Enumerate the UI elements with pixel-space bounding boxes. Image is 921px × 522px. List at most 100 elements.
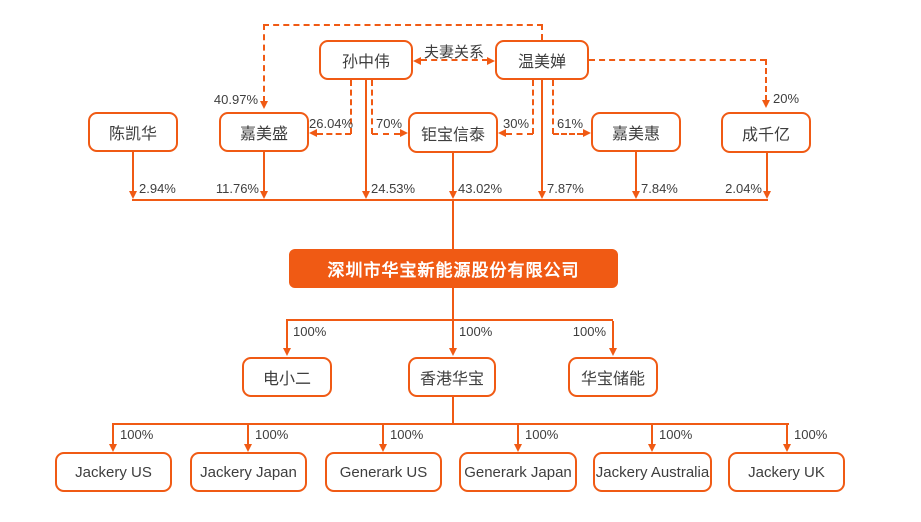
- stake-label-hk-jackery-australia: 100%: [659, 427, 693, 442]
- connector-wen-company: [541, 80, 543, 192]
- arrowhead-down-icon: [283, 348, 291, 356]
- node-hongkonghuabao: 香港华宝: [408, 357, 496, 397]
- connector-hk-jackery-us: [112, 425, 114, 445]
- arrowhead-down-icon: [379, 444, 387, 452]
- arrowhead-down-icon: [449, 191, 457, 199]
- node-jackery-uk: Jackery UK: [728, 452, 845, 492]
- connector-wen-jiameisheng-top: [263, 24, 543, 26]
- connector-chen-company: [132, 152, 134, 192]
- connector-wen-jubaoxintai-v: [532, 80, 534, 134]
- connector-hk-generark-japan: [517, 425, 519, 445]
- stake-label-chen-company: 2.94%: [139, 181, 176, 196]
- connector-jiameisheng-company: [263, 152, 265, 192]
- stake-label-wen-jiameihui: 61%: [556, 116, 584, 131]
- connector-chengqianyi-company: [766, 153, 768, 192]
- arrowhead-down-icon: [609, 348, 617, 356]
- arrowhead-down-icon: [449, 348, 457, 356]
- connector-hk-jackery-australia: [651, 425, 653, 445]
- node-jiameisheng: 嘉美盛: [219, 112, 309, 152]
- stake-label-company-dianxiaoer: 100%: [293, 324, 327, 339]
- arrowhead-down-icon: [362, 191, 370, 199]
- stem-hongkonghuabao-down: [452, 397, 454, 424]
- arrowhead-down-icon: [244, 444, 252, 452]
- arrowhead-left-icon: [309, 129, 317, 137]
- stake-label-hk-generark-japan: 100%: [525, 427, 559, 442]
- node-jackery-australia: Jackery Australia: [593, 452, 712, 492]
- connector-sun-jubaoxintai-v: [371, 80, 373, 134]
- node-chengqianyi: 成千亿: [721, 112, 811, 153]
- stake-label-hk-generark-us: 100%: [390, 427, 424, 442]
- arrowhead-left-icon: [498, 129, 506, 137]
- node-generark-us: Generark US: [325, 452, 442, 492]
- stake-label-sun-company: 24.53%: [371, 181, 416, 196]
- connector-wen-jiameihui-v: [552, 80, 554, 134]
- shareholder-bus-line: [132, 199, 768, 201]
- node-wen-meichan: 温美婵: [495, 40, 589, 80]
- arrowhead-right-icon: [400, 129, 408, 137]
- connector-wen-chengqianyi-drop: [765, 59, 767, 101]
- arrowhead-down-icon: [109, 444, 117, 452]
- stake-label-company-hongkonghuabao: 100%: [459, 324, 493, 339]
- connector-wen-jiameisheng-rise: [541, 24, 543, 40]
- connector-sun-company: [365, 80, 367, 192]
- node-sun-zhongwei: 孙中伟: [319, 40, 413, 80]
- connector-jubaoxintai-company: [452, 153, 454, 192]
- stake-label-hk-jackery-us: 100%: [120, 427, 154, 442]
- relationship-label: 夫妻关系: [423, 44, 484, 61]
- stake-label-hk-jackery-japan: 100%: [255, 427, 289, 442]
- subsidiary-bus-line-2: [112, 423, 789, 425]
- subsidiary-bus-line-1: [286, 319, 613, 321]
- arrowhead-down-icon: [260, 191, 268, 199]
- connector-company-huabaochuneng: [612, 321, 614, 349]
- arrowhead-left-icon: [413, 57, 421, 65]
- arrowhead-right-icon: [487, 57, 495, 65]
- node-jackery-japan: Jackery Japan: [190, 452, 307, 492]
- connector-wen-jiameisheng-drop: [263, 24, 265, 102]
- node-dianxiaoer: 电小二: [242, 357, 332, 397]
- arrowhead-down-icon: [514, 444, 522, 452]
- node-chen-kaihua: 陈凯华: [88, 112, 178, 152]
- connector-wen-jubaoxintai-h: [506, 133, 533, 135]
- arrowhead-down-icon: [129, 191, 137, 199]
- arrowhead-down-icon: [538, 191, 546, 199]
- connector-hk-generark-us: [382, 425, 384, 445]
- stake-label-wen-company: 7.87%: [547, 181, 584, 196]
- arrowhead-down-icon: [763, 191, 771, 199]
- stake-label-jiameisheng-company: 11.76%: [215, 181, 259, 196]
- arrowhead-down-icon: [783, 444, 791, 452]
- stem-bus-to-company: [452, 201, 454, 249]
- stake-label-wen-jubaoxintai: 30%: [502, 116, 530, 131]
- arrowhead-down-icon: [762, 100, 770, 108]
- arrowhead-right-icon: [583, 129, 591, 137]
- node-company: 深圳市华宝新能源股份有限公司: [289, 249, 618, 288]
- stake-label-company-huabaochuneng: 100%: [572, 324, 606, 339]
- stake-label-hk-jackery-uk: 100%: [794, 427, 828, 442]
- connector-wen-jiameihui-h: [553, 133, 583, 135]
- arrowhead-down-icon: [632, 191, 640, 199]
- stake-label-sun-jubaoxintai: 70%: [375, 116, 403, 131]
- arrowhead-down-icon: [260, 101, 268, 109]
- node-jubaoxintai: 钜宝信泰: [408, 112, 498, 153]
- stake-label-chengqianyi-company: 2.04%: [725, 181, 762, 196]
- stake-label-jubaoxintai-company: 43.02%: [458, 181, 503, 196]
- connector-jiameihui-company: [635, 152, 637, 192]
- stake-label-sun-jiameisheng: 26.04%: [309, 116, 354, 131]
- connector-hk-jackery-uk: [786, 425, 788, 445]
- stake-label-wen-chengqianyi: 20%: [773, 91, 800, 106]
- connector-sun-jiameisheng-h: [317, 133, 351, 135]
- node-huabaochuneng: 华宝储能: [568, 357, 658, 397]
- connector-wen-chengqianyi-h: [589, 59, 766, 61]
- stem-company-down: [452, 288, 454, 320]
- connector-spouse: [421, 59, 488, 61]
- connector-hk-jackery-japan: [247, 425, 249, 445]
- node-generark-japan: Generark Japan: [459, 452, 577, 492]
- stake-label-jiameihui-company: 7.84%: [641, 181, 678, 196]
- connector-company-hongkonghuabao: [452, 321, 454, 349]
- arrowhead-down-icon: [648, 444, 656, 452]
- connector-sun-jubaoxintai-h: [372, 133, 400, 135]
- stake-label-wen-jiameisheng: 40.97%: [213, 92, 258, 107]
- node-jiameihui: 嘉美惠: [591, 112, 681, 152]
- node-jackery-us: Jackery US: [55, 452, 172, 492]
- connector-company-dianxiaoer: [286, 321, 288, 349]
